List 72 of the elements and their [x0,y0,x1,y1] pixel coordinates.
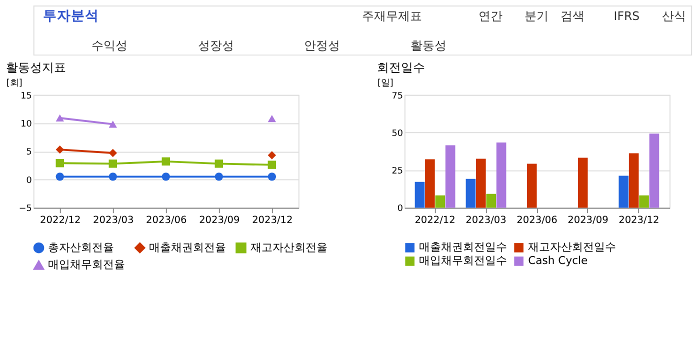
x-tick-label: 2022/12 [414,214,456,226]
y-tick-label: 15 [20,91,32,102]
point [56,159,64,168]
legend-label: 총자산회전율 [48,240,114,254]
text: 연간 [478,9,502,24]
text: 투자분석 [43,8,100,24]
bar [476,158,486,208]
text: 성장성 [198,38,234,53]
y-tick-label: 75 [392,91,403,102]
chart-title: 회전일수 [376,60,425,74]
text: 검색 [560,9,585,24]
legend-label: 매입채무회전율 [48,258,126,272]
point [56,145,64,154]
x-tick-label: 2023/12 [252,214,293,226]
legend-label: 매입채무회전일수 [419,254,508,268]
bar [466,178,476,208]
bar [578,158,588,208]
point [108,172,117,181]
x-tick-label: 2023/06 [516,214,558,226]
point [214,160,224,168]
text: 수익성 [91,38,128,53]
point [56,114,64,122]
y-axis-title: [회] [6,78,22,88]
point [268,172,276,181]
y-tick-label: 10 [20,119,32,130]
bar [618,176,629,208]
y-tick-label: 0 [397,204,404,214]
chart-title: 활동성지표 [6,60,66,74]
text: 안정성 [304,38,340,53]
point [268,160,276,169]
bar [425,159,435,208]
y-axis-title: [일] [377,78,394,88]
y-tick-label: 0 [26,176,32,186]
text: 활동성 [410,38,447,53]
legend-label: 매출채권회전일수 [419,240,508,254]
legend-label: 매출채권회전율 [149,240,226,254]
y-tick-label: 25 [392,166,403,177]
bar [628,153,639,208]
x-tick-label: 2022/12 [40,214,81,226]
text: 분기 [524,9,549,24]
text: IFRS [614,9,640,24]
y-tick-label: −5 [18,204,32,214]
x-tick-label: 2023/12 [618,214,660,226]
legend-label: Cash Cycle [528,254,588,268]
bar [445,145,456,208]
bar [414,182,425,208]
x-tick-label: 2023/03 [93,214,134,226]
x-tick-label: 2023/09 [568,214,608,226]
bar [526,164,537,208]
point [108,148,117,158]
bar [435,195,446,208]
point [268,114,276,122]
y-tick-label: 5 [26,148,32,158]
point [108,120,117,128]
bar [639,195,649,208]
point [268,151,276,160]
point [214,172,224,181]
text: 산식 [662,9,686,24]
x-tick-label: 2023/09 [199,214,240,226]
bar [649,134,660,208]
legend-label: 재고자산회전율 [250,240,328,254]
x-tick-label: 2023/03 [466,214,506,226]
point [56,172,64,181]
bar [496,142,506,208]
text: 주재무제표 [362,9,422,24]
point [162,157,170,166]
bar [486,194,496,208]
y-tick-label: 50 [392,128,404,139]
point [162,172,170,181]
point [108,160,117,168]
legend-label: 재고자산회전일수 [528,240,616,254]
x-tick-label: 2023/06 [146,214,187,226]
